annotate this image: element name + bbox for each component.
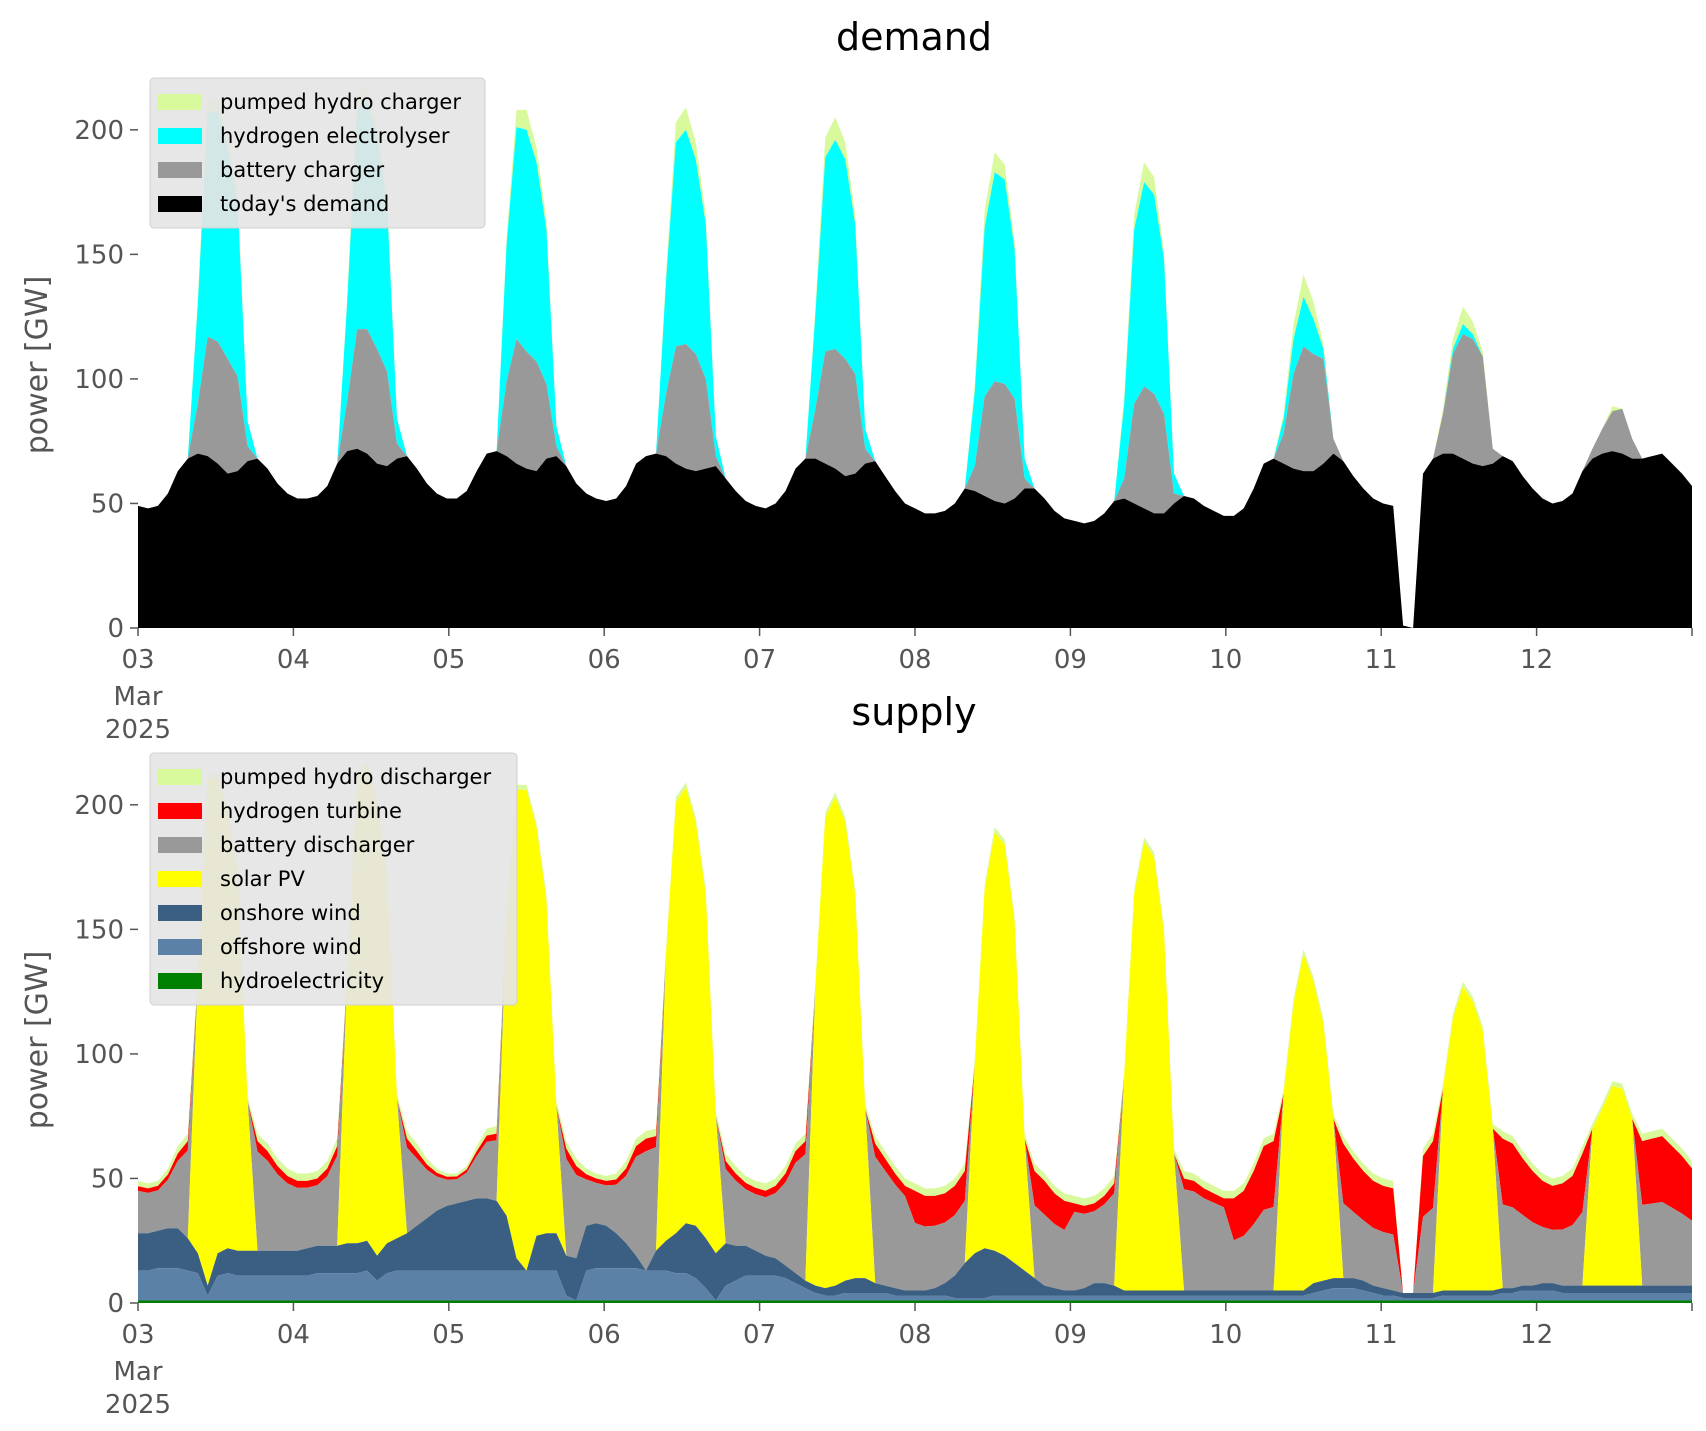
- demand-plot-area: [138, 85, 1692, 628]
- legend-swatch: [158, 94, 202, 110]
- x-tick-label: 12: [1520, 1320, 1553, 1350]
- area-onshore-wind: [138, 1198, 1692, 1301]
- supply-y-axis-label: power [GW]: [20, 951, 55, 1130]
- legend-label: battery charger: [220, 158, 385, 182]
- legend-label: hydrogen electrolyser: [220, 124, 450, 148]
- legend-label: pumped hydro discharger: [220, 765, 491, 789]
- supply-plot-area: [138, 760, 1692, 1303]
- legend-label: pumped hydro charger: [220, 90, 461, 114]
- y-tick-label: 150: [74, 915, 124, 945]
- x-tick-label: 05: [432, 645, 465, 675]
- demand-y-axis-label: power [GW]: [20, 276, 55, 455]
- legend-label: battery discharger: [220, 833, 415, 857]
- y-tick-label: 50: [91, 489, 124, 519]
- x-tick-label: 08: [898, 1320, 931, 1350]
- supply-legend: pumped hydro discharger hydrogen turbine b…: [149, 752, 518, 1006]
- area-offshore-wind: [138, 1268, 1692, 1301]
- x-tick-label: 11: [1365, 1320, 1398, 1350]
- legend-label: offshore wind: [220, 935, 362, 959]
- x-tick-label: 06: [588, 645, 621, 675]
- x-tick-label: 05: [432, 1320, 465, 1350]
- y-tick-label: 100: [74, 365, 124, 395]
- area-hydrogen-electrolyser: [138, 99, 1692, 628]
- x-tick-sublabel: Mar: [113, 682, 162, 712]
- x-tick-label: 07: [743, 645, 776, 675]
- y-tick-label: 0: [107, 614, 124, 644]
- legend-swatch: [158, 905, 202, 921]
- y-tick-label: 200: [74, 116, 124, 146]
- legend-swatch: [158, 871, 202, 887]
- demand-title: demand: [836, 15, 992, 59]
- legend-label: today's demand: [220, 192, 389, 216]
- x-tick-label: 12: [1520, 645, 1553, 675]
- legend-label: hydrogen turbine: [220, 799, 402, 823]
- area-pumped-hydro-discharger: [138, 760, 1692, 1293]
- supply-panel: supply power [GW] 0 50 100 150 200 03 04 05 06 07…: [20, 690, 1693, 1420]
- legend-swatch: [158, 769, 202, 785]
- x-tick-label: 11: [1365, 645, 1398, 675]
- legend-swatch: [158, 162, 202, 178]
- legend-label: onshore wind: [220, 901, 361, 925]
- area-battery-discharger: [138, 765, 1692, 1293]
- legend-swatch: [158, 128, 202, 144]
- legend-swatch: [158, 939, 202, 955]
- legend-label: hydroelectricity: [220, 969, 384, 993]
- legend-swatch: [158, 973, 202, 989]
- demand-panel: demand power [GW] 0 50 100 150 200 03 04 05 06 07…: [20, 15, 1693, 745]
- x-tick-sublabel: Mar: [113, 1357, 162, 1387]
- x-tick-label: 10: [1209, 645, 1242, 675]
- legend-swatch: [158, 196, 202, 212]
- y-tick-label: 200: [74, 791, 124, 821]
- legend-label: solar PV: [220, 867, 305, 891]
- legend-swatch: [158, 837, 202, 853]
- y-tick-label: 150: [74, 240, 124, 270]
- legend-box: [149, 752, 518, 1006]
- x-tick-label: 04: [277, 645, 310, 675]
- y-tick-label: 0: [107, 1289, 124, 1319]
- x-tick-label: 07: [743, 1320, 776, 1350]
- x-tick-label: 09: [1054, 645, 1087, 675]
- x-tick-label: 03: [121, 645, 154, 675]
- area-solar-pv: [138, 765, 1692, 1293]
- x-tick-label: 03: [121, 1320, 154, 1350]
- x-tick-sublabel: 2025: [105, 1390, 171, 1420]
- area-battery-charger: [138, 329, 1692, 628]
- x-tick-label: 09: [1054, 1320, 1087, 1350]
- x-tick-label: 08: [898, 645, 931, 675]
- area-todays-demand: [138, 448, 1692, 628]
- demand-legend: pumped hydro charger hydrogen electrolyse…: [149, 77, 486, 229]
- x-tick-label: 10: [1209, 1320, 1242, 1350]
- area-hydroelectricity: [138, 1300, 1692, 1303]
- supply-title: supply: [851, 690, 976, 734]
- x-tick-label: 06: [588, 1320, 621, 1350]
- y-tick-label: 50: [91, 1164, 124, 1194]
- x-tick-sublabel: 2025: [105, 715, 171, 745]
- x-tick-label: 04: [277, 1320, 310, 1350]
- legend-box: [149, 77, 486, 229]
- legend-swatch: [158, 803, 202, 819]
- y-tick-label: 100: [74, 1040, 124, 1070]
